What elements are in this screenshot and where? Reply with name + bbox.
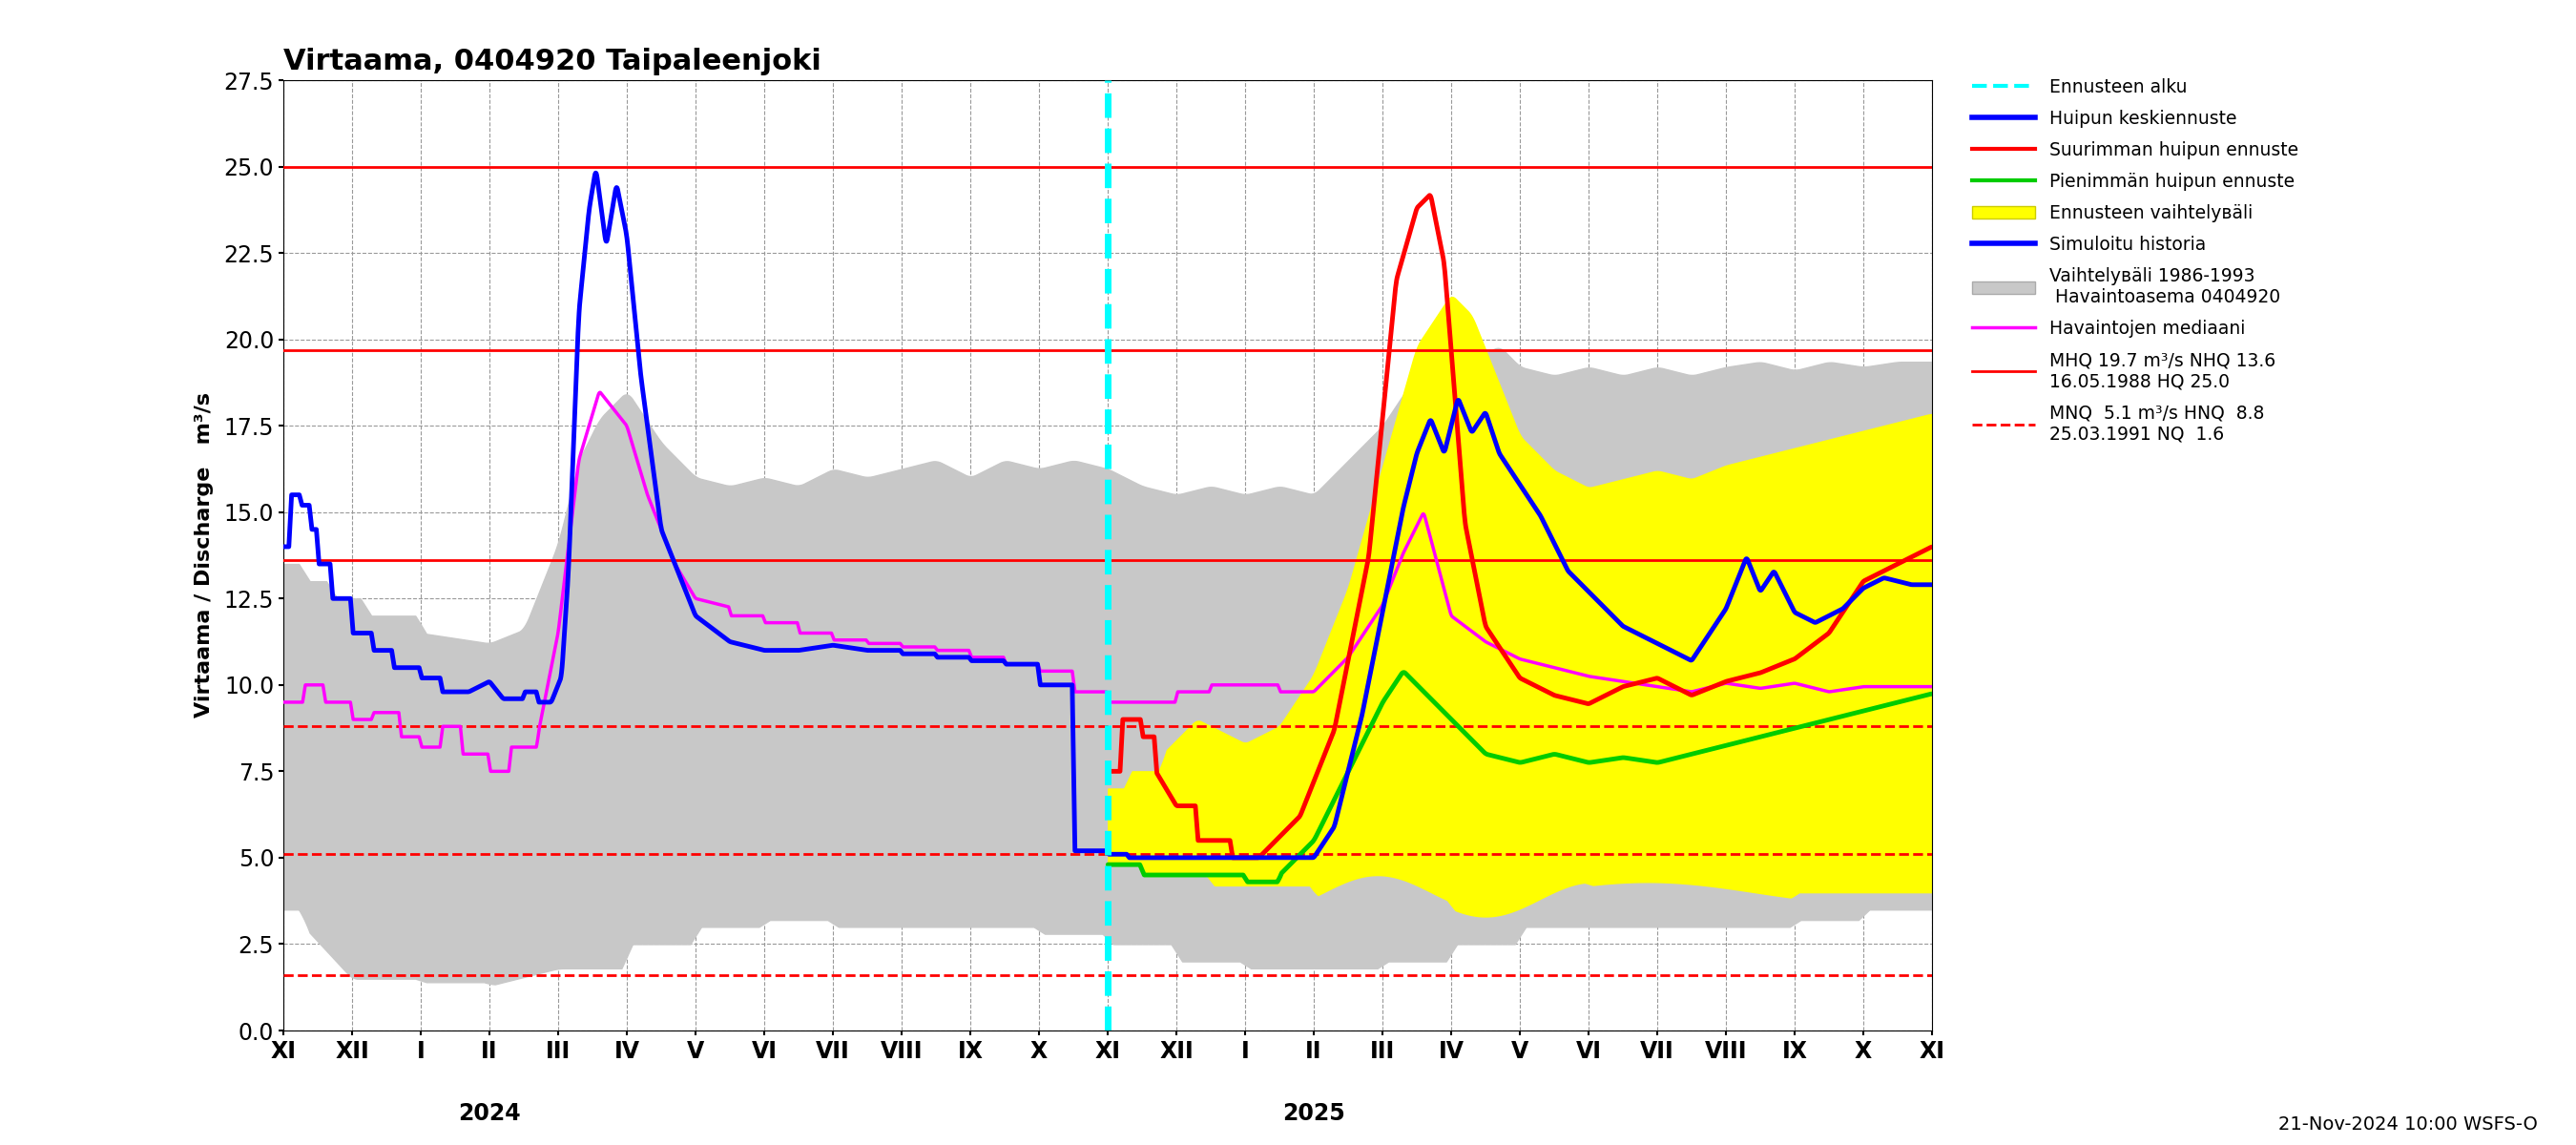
Text: 2024: 2024 [459, 1101, 520, 1124]
Text: 2025: 2025 [1283, 1101, 1345, 1124]
Legend: Ennusteen alku, Huipun keskiennuste, Suurimman huipun ennuste, Pienimmän huipun : Ennusteen alku, Huipun keskiennuste, Suu… [1965, 71, 2306, 450]
Y-axis label: Virtaama / Discharge   m³/s: Virtaama / Discharge m³/s [193, 393, 214, 718]
Text: Virtaama, 0404920 Taipaleenjoki: Virtaama, 0404920 Taipaleenjoki [283, 48, 822, 76]
Text: 21-Nov-2024 10:00 WSFS-O: 21-Nov-2024 10:00 WSFS-O [2277, 1115, 2537, 1134]
